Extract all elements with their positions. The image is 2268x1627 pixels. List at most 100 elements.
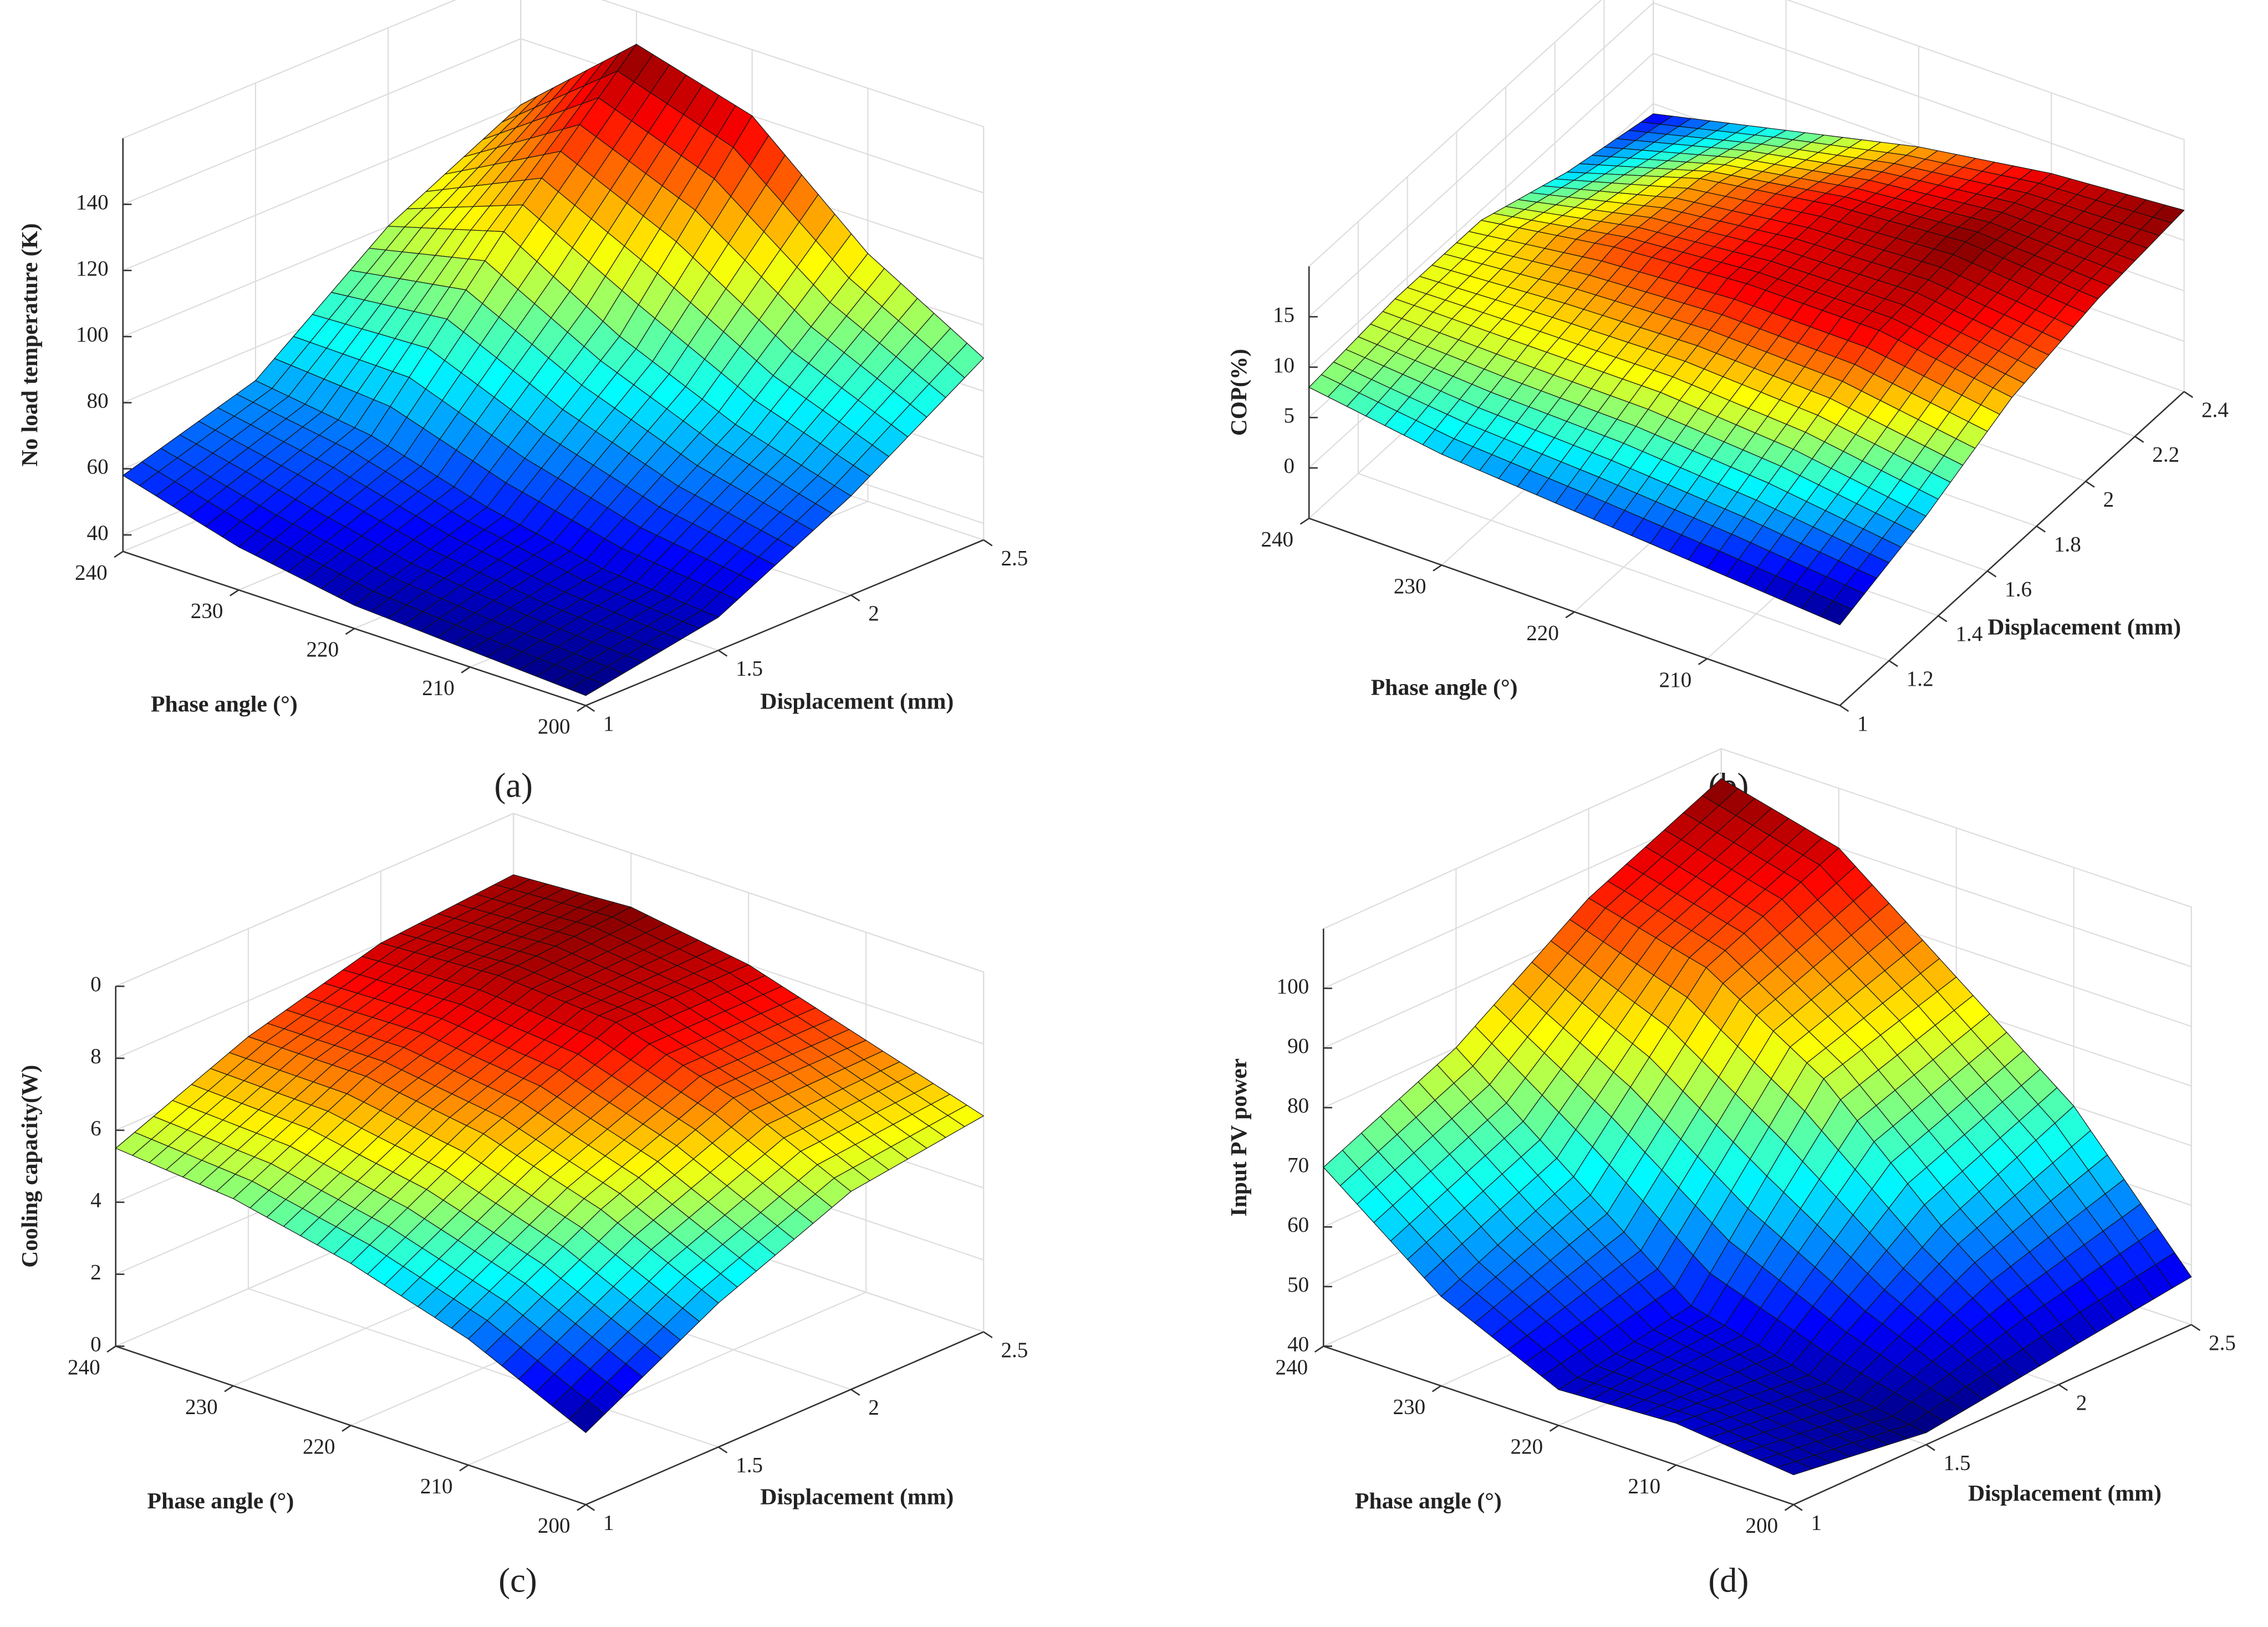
y-tick bbox=[983, 539, 993, 547]
y-axis-title: Displacement (mm) bbox=[760, 1484, 954, 1509]
y-tick-label: 1.2 bbox=[1907, 667, 1934, 691]
x-tick-label: 230 bbox=[185, 1395, 218, 1419]
x-axis-title: Phase angle (°) bbox=[147, 1488, 294, 1514]
x-tick-label: 230 bbox=[191, 599, 223, 623]
y-axis-title: Displacement (mm) bbox=[1987, 615, 2181, 640]
z-tick-label: 6 bbox=[90, 1116, 101, 1140]
x-tick bbox=[1666, 1464, 1676, 1472]
z-tick-label: 90 bbox=[1287, 1034, 1309, 1058]
y-tick-label: 2.5 bbox=[2209, 1331, 2236, 1355]
box-edge bbox=[115, 813, 985, 1332]
z-tick-label: 80 bbox=[87, 389, 109, 412]
z-tick-label: 15 bbox=[1273, 303, 1294, 327]
y-tick bbox=[2036, 526, 2046, 533]
x-tick-label: 220 bbox=[1526, 621, 1559, 645]
x-tick bbox=[1549, 1425, 1559, 1432]
y-tick bbox=[850, 1389, 860, 1396]
z-tick-label: 5 bbox=[1284, 404, 1295, 427]
y-tick-label: 2 bbox=[868, 1396, 879, 1420]
y-tick-label: 1 bbox=[1811, 1511, 1822, 1535]
y-tick bbox=[2058, 1384, 2068, 1391]
y-tick-label: 1.5 bbox=[1944, 1451, 1971, 1475]
x-tick-label: 220 bbox=[306, 637, 339, 661]
x-tick-label: 220 bbox=[303, 1435, 335, 1458]
surface-patch bbox=[1776, 1461, 1813, 1476]
z-tick-label: 50 bbox=[1287, 1273, 1309, 1297]
z-tick-label: 10 bbox=[1273, 353, 1294, 377]
x-tick-label: 210 bbox=[1628, 1474, 1661, 1498]
y-tick bbox=[1938, 615, 1948, 623]
x-tick bbox=[577, 705, 587, 712]
z-tick-label: 0 bbox=[1284, 454, 1295, 478]
y-tick bbox=[1888, 660, 1898, 667]
y-tick-label: 1.4 bbox=[1955, 622, 1982, 646]
y-tick-label: 2.5 bbox=[1001, 546, 1028, 570]
x-tick-label: 220 bbox=[1511, 1435, 1543, 1458]
y-axis-title: Displacement (mm) bbox=[760, 688, 954, 714]
y-tick-label: 1.5 bbox=[736, 657, 763, 681]
x-tick bbox=[1314, 1345, 1324, 1353]
z-tick-label: 0 bbox=[90, 972, 101, 996]
z-tick-label: 60 bbox=[1287, 1213, 1309, 1237]
y-tick bbox=[983, 1331, 993, 1339]
x-tick bbox=[230, 589, 239, 596]
y-tick-label: 1 bbox=[1857, 712, 1868, 736]
x-axis-title: Phase angle (°) bbox=[151, 692, 298, 717]
x-tick-label: 240 bbox=[1276, 1355, 1308, 1379]
x-tick-label: 240 bbox=[68, 1355, 100, 1379]
y-tick bbox=[2190, 1324, 2201, 1332]
x-tick bbox=[224, 1385, 234, 1393]
panel-label: (a) bbox=[494, 766, 532, 805]
x-tick bbox=[1433, 564, 1443, 572]
x-tick-label: 210 bbox=[420, 1474, 453, 1498]
y-tick bbox=[2183, 391, 2194, 398]
y-tick-label: 2 bbox=[868, 601, 879, 625]
z-axis-title: Input PV power bbox=[1226, 1058, 1252, 1216]
z-tick-label: 140 bbox=[76, 191, 109, 215]
box-edge bbox=[1308, 0, 2185, 392]
x-tick bbox=[1784, 1504, 1794, 1511]
surface-patch bbox=[1820, 600, 1853, 625]
x-tick bbox=[106, 1345, 116, 1353]
x-axis-title: Phase angle (°) bbox=[1371, 675, 1518, 701]
z-axis-title: COP(%) bbox=[1226, 349, 1252, 436]
z-tick-label: 100 bbox=[1277, 975, 1309, 998]
y-tick-label: 2.4 bbox=[2201, 398, 2229, 422]
z-tick-label: 120 bbox=[76, 257, 109, 280]
x-tick-label: 230 bbox=[1394, 574, 1426, 598]
y-tick bbox=[2134, 436, 2144, 443]
x-tick-label: 210 bbox=[1659, 668, 1692, 692]
y-tick bbox=[585, 1504, 595, 1511]
y-tick bbox=[1793, 1504, 1803, 1511]
z-tick-label: 80 bbox=[1287, 1094, 1309, 1118]
x-tick bbox=[345, 628, 355, 635]
surface-patch bbox=[568, 1400, 605, 1433]
x-tick bbox=[577, 1504, 587, 1511]
y-tick-label: 1.5 bbox=[736, 1453, 763, 1477]
z-tick-label: 70 bbox=[1287, 1154, 1309, 1177]
z-tick-label: 60 bbox=[87, 455, 109, 479]
x-tick-label: 230 bbox=[1393, 1395, 1426, 1419]
y-tick bbox=[1925, 1444, 1935, 1451]
x-tick bbox=[114, 550, 124, 558]
y-tick-label: 2 bbox=[2103, 488, 2114, 512]
x-tick bbox=[1431, 1385, 1441, 1393]
x-tick-label: 200 bbox=[538, 715, 570, 738]
y-tick-label: 1.8 bbox=[2054, 533, 2081, 557]
box-edge bbox=[123, 0, 985, 540]
z-tick-label: 40 bbox=[87, 521, 109, 545]
z-axis-title: Cooling capacity(W) bbox=[17, 1065, 43, 1268]
z-tick-label: 4 bbox=[90, 1189, 101, 1212]
z-tick-label: 8 bbox=[90, 1044, 101, 1068]
x-tick-label: 240 bbox=[75, 560, 108, 584]
y-tick bbox=[850, 594, 860, 602]
x-tick bbox=[1698, 658, 1708, 665]
y-tick-label: 1 bbox=[603, 1511, 614, 1535]
y-grid-line bbox=[1357, 221, 1889, 661]
y-tick-label: 1.6 bbox=[2005, 577, 2032, 601]
y-axis-title: Displacement (mm) bbox=[1968, 1481, 2162, 1506]
x-tick bbox=[1299, 517, 1309, 525]
y-tick-label: 1 bbox=[603, 712, 614, 736]
z-axis-title: No load temperature (K) bbox=[17, 223, 43, 467]
y-tick-label: 2 bbox=[2076, 1391, 2087, 1415]
